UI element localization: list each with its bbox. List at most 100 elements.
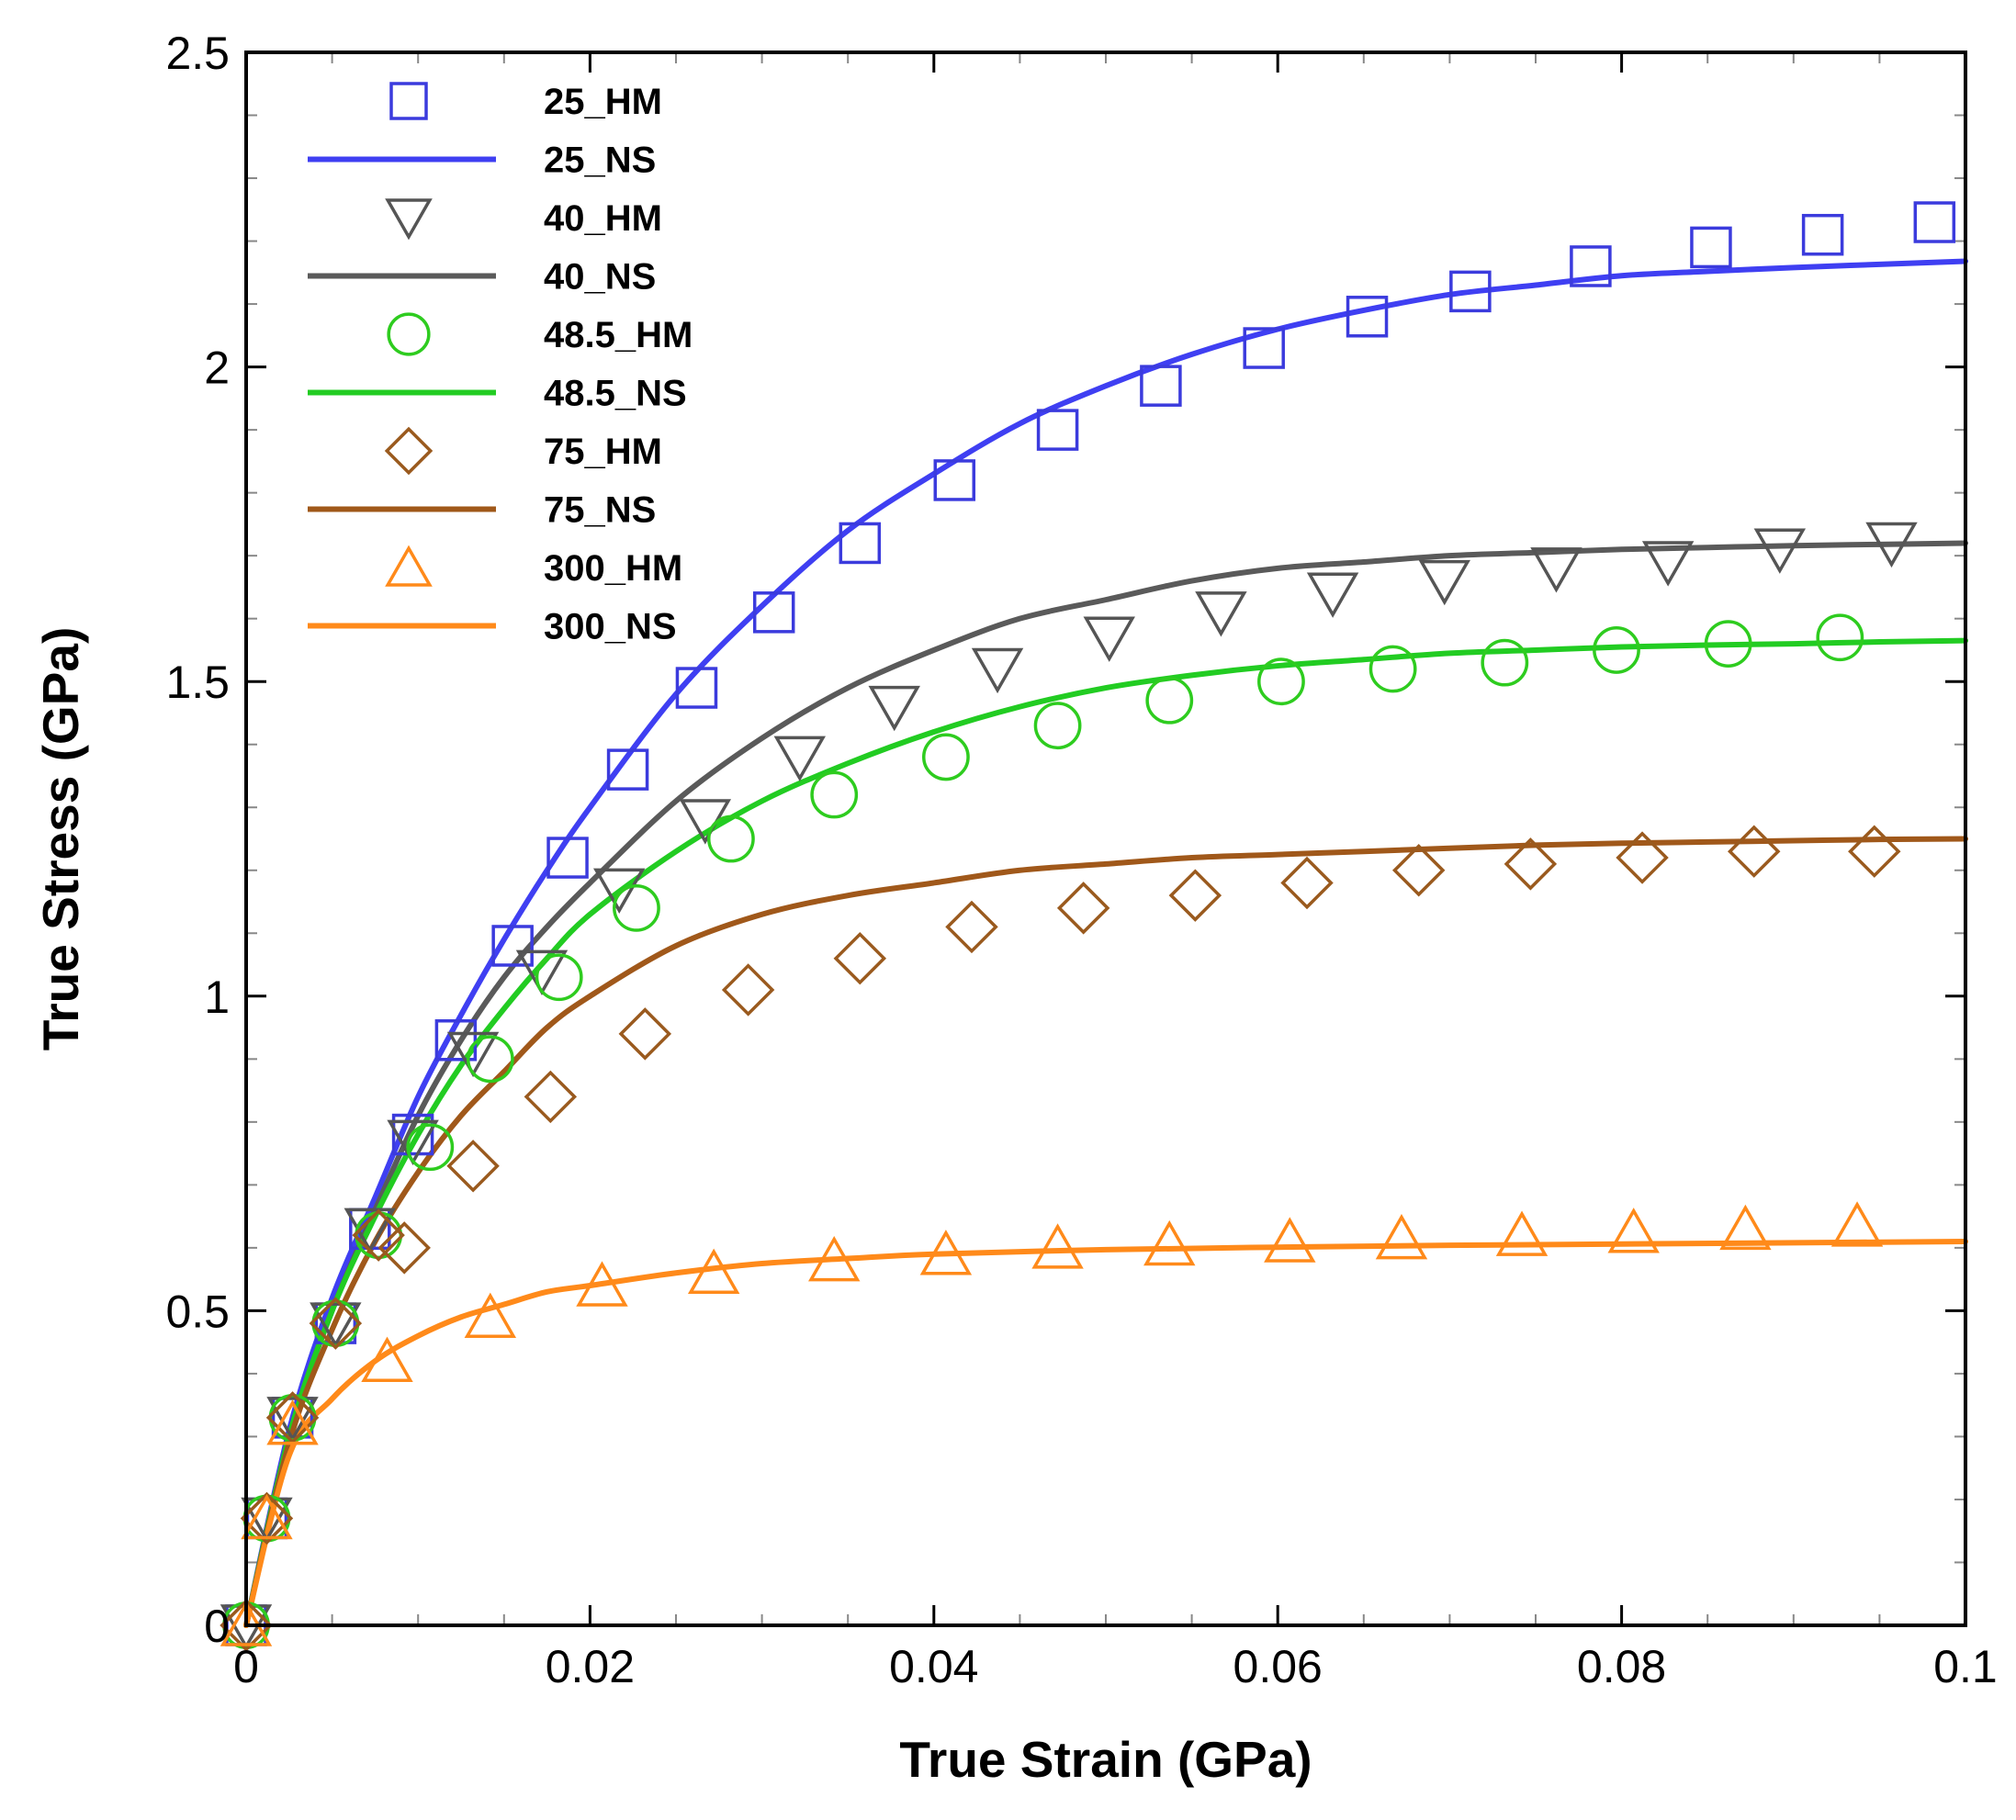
series-line-40_NS	[243, 540, 1968, 1628]
series-line-300_NS	[243, 1239, 1968, 1628]
data-point-300_HM	[1607, 1208, 1660, 1253]
data-point-48.5_HM	[613, 883, 660, 932]
data-point-48.5_HM	[1257, 657, 1305, 706]
legend-label: 25_NS	[544, 140, 656, 181]
data-point-75_HM	[240, 1491, 294, 1545]
data-point-40_HM	[446, 1031, 500, 1078]
data-point-25_HM	[1801, 213, 1844, 256]
data-point-25_HM	[1570, 245, 1612, 287]
data-point-25_HM	[1346, 296, 1389, 338]
data-point-75_HM	[309, 1297, 363, 1350]
x-axis-title: True Strain (GPa)	[899, 1731, 1312, 1788]
data-point-40_HM	[266, 1397, 319, 1443]
legend-item-48.5_HM: 48.5_HM	[387, 312, 693, 356]
data-point-25_HM	[1243, 327, 1285, 369]
legend-marker-swatch	[384, 426, 434, 476]
data-point-75_HM	[220, 1599, 273, 1652]
legend-marker-swatch	[387, 312, 431, 356]
data-point-75_HM	[833, 931, 887, 985]
x-tick-label: 0.1	[1933, 1641, 1998, 1692]
data-point-40_HM	[1865, 522, 1918, 568]
data-point-25_HM	[434, 1019, 478, 1062]
y-tick-label: 0.5	[165, 1286, 230, 1337]
data-point-300_HM	[1830, 1201, 1884, 1247]
data-point-300_HM	[361, 1336, 413, 1382]
series-75_HM	[220, 825, 1901, 1652]
legend-item-300_HM: 300_HM	[385, 545, 682, 589]
data-point-75_HM	[618, 1007, 672, 1061]
data-point-48.5_HM	[466, 1035, 514, 1084]
series-40_HM	[220, 522, 1918, 1650]
data-point-40_HM	[515, 949, 569, 996]
legend-marker-swatch	[385, 545, 433, 587]
data-point-75_HM	[1280, 856, 1334, 910]
data-point-40_HM	[773, 736, 826, 782]
legend-label: 300_HM	[544, 548, 682, 589]
data-point-75_HM	[1504, 837, 1558, 891]
data-point-300_HM	[1495, 1210, 1549, 1256]
legend-label: 48.5_NS	[544, 374, 687, 414]
series-25_NS	[243, 258, 1968, 1628]
legend-item-25_NS: 25_NS	[308, 140, 656, 181]
data-point-48.5_HM	[810, 770, 859, 819]
axes-layer: 0 0.02 0.04 0.06 0.08 0.1 0 0.5 1 1.5 2 2.5	[165, 28, 1997, 1692]
data-point-25_HM	[752, 591, 795, 634]
data-point-300_HM	[919, 1230, 973, 1275]
data-point-48.5_HM	[707, 815, 755, 863]
x-tick-label: 0.04	[889, 1641, 978, 1692]
data-point-25_HM	[546, 837, 589, 879]
data-point-300_HM	[1375, 1213, 1428, 1260]
data-point-48.5_HM	[1033, 702, 1082, 750]
data-point-25_HM	[1140, 365, 1182, 407]
x-tick-label: 0.08	[1577, 1641, 1666, 1692]
data-point-25_HM	[1449, 270, 1492, 313]
minor-ticks	[246, 52, 1965, 1625]
series-25_HM	[225, 201, 1956, 1646]
data-point-48.5_HM	[535, 953, 583, 1002]
data-point-25_HM	[391, 1113, 434, 1156]
legend: 25_HM 25_NS 40_HM 40_NS 48.5_HM 48.5_NS 75_HM 7…	[308, 82, 693, 647]
data-point-300_HM	[687, 1248, 740, 1295]
data-point-25_HM	[1036, 409, 1079, 451]
series-48.5_HM	[222, 613, 1864, 1649]
data-point-75_HM	[377, 1221, 431, 1275]
data-point-75_HM	[1391, 844, 1446, 897]
data-point-300_HM	[1264, 1217, 1316, 1263]
legend-item-25_HM: 25_HM	[389, 82, 662, 122]
data-point-25_HM	[1690, 226, 1732, 269]
series-line-25_NS	[243, 258, 1968, 1628]
data-point-48.5_HM	[922, 733, 970, 781]
data-point-75_HM	[1056, 882, 1110, 935]
data-point-300_HM	[266, 1399, 319, 1445]
data-point-25_HM	[1913, 201, 1956, 243]
legend-label: 300_NS	[544, 607, 677, 647]
data-point-48.5_HM	[1481, 638, 1529, 687]
legend-marker-swatch	[385, 198, 433, 241]
data-point-40_HM	[1418, 559, 1470, 606]
data-point-48.5_HM	[1145, 676, 1194, 725]
series-75_NS	[243, 836, 1968, 1628]
data-point-40_HM	[971, 647, 1024, 694]
data-point-75_HM	[945, 900, 998, 954]
plot-frame	[244, 51, 1967, 1627]
data-point-48.5_HM	[1704, 620, 1752, 668]
data-point-48.5_HM	[1816, 613, 1864, 662]
legend-marker-swatch	[389, 82, 428, 120]
data-point-75_HM	[446, 1140, 500, 1193]
data-point-40_HM	[310, 1302, 362, 1348]
data-point-75_HM	[352, 1208, 405, 1262]
data-point-25_HM	[839, 522, 882, 565]
data-point-75_HM	[1168, 869, 1222, 922]
data-point-75_HM	[1616, 831, 1669, 884]
legend-item-40_NS: 40_NS	[308, 257, 656, 298]
series-300_NS	[243, 1239, 1968, 1628]
y-tick-label: 2	[204, 343, 230, 394]
data-point-48.5_HM	[406, 1123, 455, 1172]
data-point-40_HM	[868, 685, 920, 732]
legend-label: 25_HM	[544, 82, 662, 122]
y-tick-label: 2.5	[165, 28, 230, 79]
legend-item-75_HM: 75_HM	[384, 426, 662, 476]
y-tick-label: 1.5	[165, 657, 230, 708]
